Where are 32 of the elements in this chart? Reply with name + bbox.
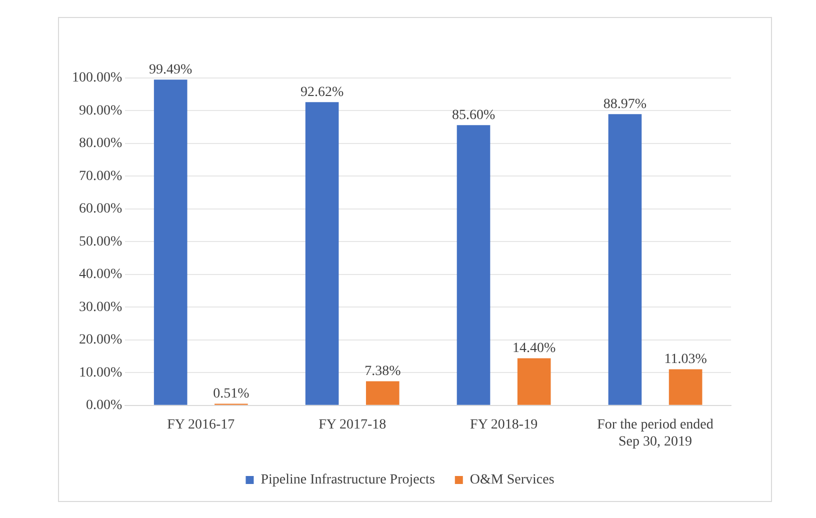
y-tick-label: 20.00% xyxy=(78,332,122,348)
bar xyxy=(305,102,339,405)
data-label: 85.60% xyxy=(452,108,496,123)
y-tick-label: 0.00% xyxy=(86,398,122,414)
x-tick-label: FY 2016-17 xyxy=(167,417,235,432)
bar xyxy=(154,80,188,405)
bar xyxy=(366,381,400,405)
y-tick-label: 70.00% xyxy=(78,168,122,184)
legend-label: O&M Services xyxy=(470,472,554,488)
y-tick-label: 30.00% xyxy=(78,300,122,315)
data-label: 11.03% xyxy=(664,352,708,367)
y-tick-label: 80.00% xyxy=(78,136,122,152)
y-tick-label: 40.00% xyxy=(78,267,122,282)
data-label: 14.40% xyxy=(512,340,556,356)
x-tick-label: For the period ended Sep 30, 2019 xyxy=(597,417,714,450)
legend-label: Pipeline Infrastructure Projects xyxy=(260,472,435,488)
data-label: 88.97% xyxy=(603,96,647,112)
data-label: 7.38% xyxy=(364,364,402,379)
bar xyxy=(668,369,702,405)
x-tick-label: FY 2017-18 xyxy=(318,417,386,432)
y-tick-label: 10.00% xyxy=(78,365,122,380)
x-tick-label: FY 2018-19 xyxy=(470,417,538,432)
data-label: 99.49% xyxy=(149,62,193,78)
y-tick-label: 50.00% xyxy=(78,234,122,250)
bar xyxy=(608,114,642,405)
bar xyxy=(456,125,490,405)
data-label: 92.62% xyxy=(300,84,344,100)
y-tick-label: 90.00% xyxy=(78,103,122,118)
y-tick-label: 60.00% xyxy=(78,202,122,217)
bar xyxy=(517,358,551,405)
y-tick-label: 100.00% xyxy=(72,70,122,86)
data-label: 0.51% xyxy=(213,386,250,402)
